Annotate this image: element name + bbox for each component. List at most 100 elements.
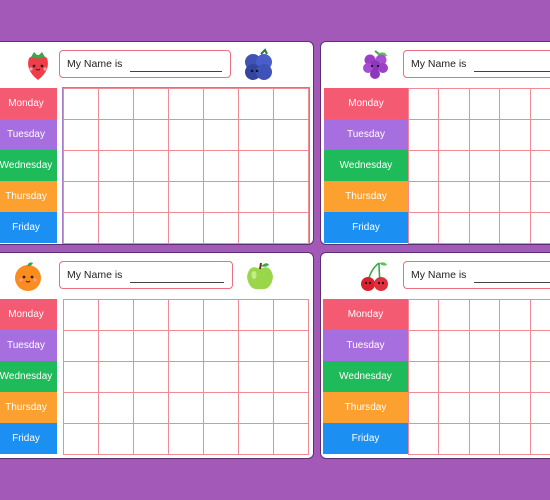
grid-cell[interactable] xyxy=(238,299,274,331)
grid-cell[interactable] xyxy=(529,423,550,455)
grid-cell[interactable] xyxy=(273,330,309,362)
grid-cell[interactable] xyxy=(499,330,531,362)
grid-cell[interactable] xyxy=(63,361,99,393)
grid-cell[interactable] xyxy=(133,299,169,331)
grid-cell[interactable] xyxy=(63,88,99,120)
grid-cell[interactable] xyxy=(529,392,550,424)
grid-cell[interactable] xyxy=(438,212,470,244)
grid-cell[interactable] xyxy=(438,330,470,362)
grid-cell[interactable] xyxy=(407,330,440,362)
grid-cell[interactable] xyxy=(98,392,134,424)
grid-cell[interactable] xyxy=(63,330,99,362)
grid-cell[interactable] xyxy=(203,330,239,362)
grid-cell[interactable] xyxy=(98,299,134,331)
grid-cell[interactable] xyxy=(98,181,134,213)
grid-cell[interactable] xyxy=(273,88,309,120)
grid-cell[interactable] xyxy=(133,88,169,120)
grid-cell[interactable] xyxy=(238,212,274,244)
grid-cell[interactable] xyxy=(98,119,134,151)
grid-cell[interactable] xyxy=(499,212,531,244)
grid-cell[interactable] xyxy=(168,212,204,244)
grid-cell[interactable] xyxy=(238,330,274,362)
name-write-line[interactable] xyxy=(474,282,550,283)
grid-cell[interactable] xyxy=(468,212,501,244)
grid-cell[interactable] xyxy=(529,361,550,393)
grid-cell[interactable] xyxy=(407,150,440,182)
grid-cell[interactable] xyxy=(407,119,440,151)
grid-cell[interactable] xyxy=(168,330,204,362)
grid-cell[interactable] xyxy=(499,361,531,393)
grid-cell[interactable] xyxy=(438,392,470,424)
grid-cell[interactable] xyxy=(273,299,309,331)
grid-cell[interactable] xyxy=(438,423,470,455)
grid-cell[interactable] xyxy=(168,423,204,455)
grid-cell[interactable] xyxy=(273,392,309,424)
grid-cell[interactable] xyxy=(499,299,531,331)
grid-cell[interactable] xyxy=(499,423,531,455)
grid-cell[interactable] xyxy=(168,181,204,213)
grid-cell[interactable] xyxy=(238,119,274,151)
grid-cell[interactable] xyxy=(203,423,239,455)
grid-cell[interactable] xyxy=(273,423,309,455)
grid-cell[interactable] xyxy=(468,299,501,331)
grid-cell[interactable] xyxy=(203,361,239,393)
grid-cell[interactable] xyxy=(273,181,309,213)
grid-cell[interactable] xyxy=(98,212,134,244)
grid-cell[interactable] xyxy=(238,392,274,424)
grid-cell[interactable] xyxy=(98,330,134,362)
grid-cell[interactable] xyxy=(468,361,501,393)
grid-cell[interactable] xyxy=(98,423,134,455)
grid-cell[interactable] xyxy=(529,150,550,182)
grid-cell[interactable] xyxy=(133,119,169,151)
grid-cell[interactable] xyxy=(529,88,550,120)
grid-cell[interactable] xyxy=(499,150,531,182)
grid-cell[interactable] xyxy=(529,299,550,331)
grid-cell[interactable] xyxy=(468,150,501,182)
grid-cell[interactable] xyxy=(203,150,239,182)
grid-cell[interactable] xyxy=(133,330,169,362)
grid-cell[interactable] xyxy=(168,88,204,120)
grid-cell[interactable] xyxy=(63,181,99,213)
grid-cell[interactable] xyxy=(63,299,99,331)
grid-cell[interactable] xyxy=(499,181,531,213)
name-write-line[interactable] xyxy=(474,71,550,72)
grid-cell[interactable] xyxy=(203,392,239,424)
grid-cell[interactable] xyxy=(438,361,470,393)
grid-cell[interactable] xyxy=(407,392,440,424)
grid-cell[interactable] xyxy=(468,88,501,120)
grid-cell[interactable] xyxy=(238,361,274,393)
grid-cell[interactable] xyxy=(168,150,204,182)
grid-cell[interactable] xyxy=(98,361,134,393)
grid-cell[interactable] xyxy=(407,181,440,213)
grid-cell[interactable] xyxy=(133,150,169,182)
grid-cell[interactable] xyxy=(168,119,204,151)
grid-cell[interactable] xyxy=(98,150,134,182)
grid-cell[interactable] xyxy=(133,181,169,213)
grid-cell[interactable] xyxy=(203,212,239,244)
grid-cell[interactable] xyxy=(238,150,274,182)
grid-cell[interactable] xyxy=(203,299,239,331)
grid-cell[interactable] xyxy=(407,299,440,331)
grid-cell[interactable] xyxy=(133,392,169,424)
grid-cell[interactable] xyxy=(468,423,501,455)
grid-cell[interactable] xyxy=(407,88,440,120)
grid-cell[interactable] xyxy=(468,119,501,151)
grid-cell[interactable] xyxy=(273,212,309,244)
grid-cell[interactable] xyxy=(499,88,531,120)
grid-cell[interactable] xyxy=(203,119,239,151)
grid-cell[interactable] xyxy=(63,119,99,151)
grid-cell[interactable] xyxy=(203,181,239,213)
grid-cell[interactable] xyxy=(133,423,169,455)
grid-cell[interactable] xyxy=(98,88,134,120)
grid-cell[interactable] xyxy=(133,361,169,393)
grid-cell[interactable] xyxy=(273,119,309,151)
grid-cell[interactable] xyxy=(468,392,501,424)
grid-cell[interactable] xyxy=(499,392,531,424)
grid-cell[interactable] xyxy=(273,150,309,182)
grid-cell[interactable] xyxy=(468,330,501,362)
grid-cell[interactable] xyxy=(407,423,440,455)
grid-cell[interactable] xyxy=(238,423,274,455)
grid-cell[interactable] xyxy=(238,181,274,213)
name-write-line[interactable] xyxy=(130,282,224,283)
grid-cell[interactable] xyxy=(168,392,204,424)
